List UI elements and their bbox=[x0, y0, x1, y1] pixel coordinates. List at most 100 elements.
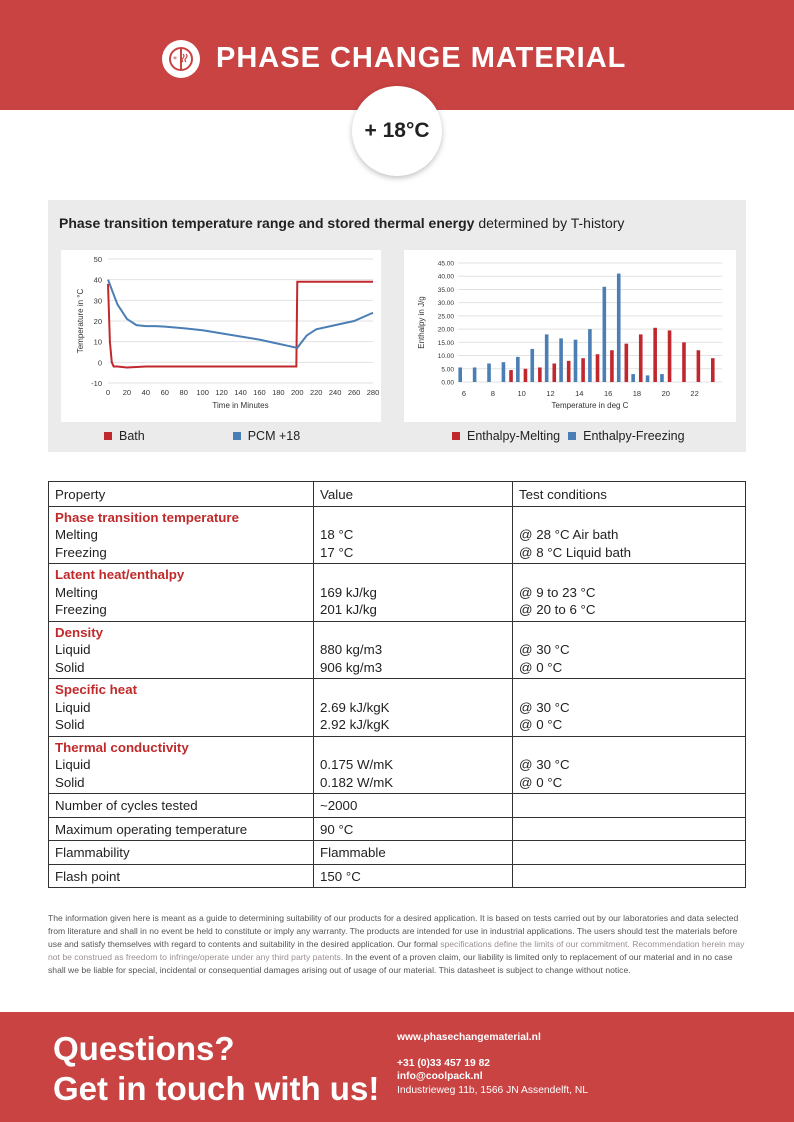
bar-enthalpy-freezing bbox=[530, 348, 535, 382]
legend-label-pcm: PCM +18 bbox=[247, 429, 301, 443]
website-link[interactable]: www.phasechangematerial.nl bbox=[397, 1032, 541, 1043]
y-axis-label: Enthalpy in J/g bbox=[417, 296, 426, 348]
temperature-badge: + 18°C bbox=[352, 86, 442, 176]
x-tick-label: 0 bbox=[106, 388, 110, 397]
phone-number[interactable]: +31 (0)33 457 19 82 bbox=[397, 1058, 491, 1069]
x-axis-label: Time in Minutes bbox=[212, 401, 268, 410]
x-tick-label: 20 bbox=[662, 389, 670, 398]
row-value: Flammable bbox=[313, 840, 513, 865]
bar-enthalpy-melting bbox=[682, 342, 686, 382]
y-tick-label: 10.00 bbox=[438, 353, 455, 360]
enthalpy-chart: 0.00 5.00 10.00 15.00 20.00 25.00 30.00 35.00 40… bbox=[404, 250, 736, 422]
value-cell: 880 kg/m3 906 kg/m3 bbox=[313, 620, 513, 679]
x-tick-label: 260 bbox=[348, 388, 361, 397]
header-test-conditions: Test conditions bbox=[512, 481, 746, 507]
table-body: Phase transition temperature Melting Fre… bbox=[48, 505, 746, 888]
x-tick-label: 80 bbox=[180, 388, 188, 397]
row-label: Maximum operating temperature bbox=[48, 816, 314, 841]
legend-label-freezing: Enthalpy-Freezing bbox=[583, 429, 685, 443]
y-tick-label: 30 bbox=[94, 296, 102, 305]
logo-icon: * bbox=[162, 40, 200, 78]
legend-left: Bath PCM +18 bbox=[104, 429, 308, 443]
y-tick-label: 20.00 bbox=[438, 327, 455, 334]
bar-enthalpy-freezing bbox=[645, 375, 650, 382]
row-label: Liquid bbox=[55, 642, 91, 657]
conditions-cell: @ 9 to 23 °C @ 20 to 6 °C bbox=[512, 563, 746, 622]
header-property: Property bbox=[48, 481, 314, 507]
bar-enthalpy-melting bbox=[595, 354, 600, 382]
bar-enthalpy-freezing bbox=[544, 334, 549, 382]
property-cell: Specific heat Liquid Solid bbox=[48, 678, 314, 737]
disclaimer-text: The information given here is meant as a… bbox=[48, 912, 748, 977]
row-value: ~2000 bbox=[313, 793, 513, 818]
conditions-cell: @ 30 °C @ 0 °C bbox=[512, 620, 746, 679]
bar-enthalpy-freezing bbox=[487, 363, 491, 382]
y-tick-label: 5.00 bbox=[441, 366, 454, 373]
y-tick-label: 40 bbox=[94, 276, 102, 285]
bar-enthalpy-melting bbox=[711, 358, 715, 382]
bar-enthalpy-melting bbox=[653, 327, 657, 382]
bar-enthalpy-freezing bbox=[516, 356, 520, 382]
y-tick-label: 0.00 bbox=[441, 380, 454, 387]
x-tick-label: 18 bbox=[633, 389, 641, 398]
y-tick-label: 20 bbox=[94, 317, 102, 326]
row-condition: @ 28 °C Air bath bbox=[519, 527, 619, 542]
row-value: 2.69 kJ/kgK bbox=[320, 699, 390, 715]
bar-enthalpy-freezing bbox=[616, 273, 621, 382]
disclaimer-part-1: The information given here is meant as a… bbox=[48, 913, 739, 950]
bar-enthalpy-melting bbox=[667, 330, 672, 382]
bar-enthalpy-melting bbox=[552, 363, 557, 382]
x-tick-label: 60 bbox=[161, 388, 169, 397]
y-tick-label: 40.00 bbox=[438, 274, 455, 281]
table-row: Phase transition temperature Melting Fre… bbox=[48, 505, 746, 564]
row-condition bbox=[512, 793, 746, 818]
bar-enthalpy-melting bbox=[566, 360, 571, 382]
x-tick-label: 220 bbox=[310, 388, 323, 397]
y-axis-label: Temperature in °C bbox=[76, 289, 85, 354]
chart-panel: Phase transition temperature range and s… bbox=[48, 200, 746, 452]
legend-swatch-pcm bbox=[232, 432, 241, 440]
email-link[interactable]: info@coolpack.nl bbox=[397, 1071, 483, 1082]
x-tick-label: 140 bbox=[234, 388, 247, 397]
footer-contact: www.phasechangematerial.nl +31 (0)33 457… bbox=[397, 1032, 588, 1099]
series-line-pcm-18 bbox=[107, 279, 374, 349]
x-axis-label: Temperature in deg C bbox=[552, 401, 629, 410]
row-condition: @ 30 °C bbox=[519, 699, 570, 715]
row-label: Solid bbox=[55, 774, 85, 790]
legend-right: Enthalpy-Melting Enthalpy-Freezing bbox=[452, 429, 693, 443]
bar-enthalpy-freezing bbox=[588, 329, 592, 382]
bar-enthalpy-melting bbox=[581, 358, 585, 382]
table-row: Latent heat/enthalpy Melting Freezing 16… bbox=[48, 563, 746, 622]
conditions-cell: @ 30 °C @ 0 °C bbox=[512, 735, 746, 794]
row-condition: @ 0 °C bbox=[519, 659, 563, 675]
x-tick-label: 280 bbox=[367, 388, 380, 397]
y-tick-label: 30.00 bbox=[438, 300, 455, 307]
bar-enthalpy-freezing bbox=[501, 362, 506, 382]
table-row: Maximum operating temperature 90 °C bbox=[48, 816, 746, 841]
x-tick-label: 240 bbox=[329, 388, 342, 397]
bar-enthalpy-melting bbox=[538, 367, 542, 382]
property-cell: Phase transition temperature Melting Fre… bbox=[48, 505, 314, 564]
disclaimer-part-3: In the event of a proven claim, our liab… bbox=[48, 952, 733, 976]
bar-enthalpy-freezing bbox=[472, 367, 477, 382]
enthalpy-chart-svg: 0.00 5.00 10.00 15.00 20.00 25.00 30.00 35.00 40… bbox=[417, 261, 722, 410]
bar-enthalpy-melting bbox=[523, 368, 528, 382]
row-label: Flash point bbox=[48, 863, 314, 888]
bar-enthalpy-freezing bbox=[602, 286, 607, 382]
address: Industrieweg 11b, 1566 JN Assendelft, NL bbox=[397, 1085, 588, 1096]
table-row: Specific heat Liquid Solid 2.69 kJ/kgK 2… bbox=[48, 678, 746, 737]
row-label: Solid bbox=[55, 659, 85, 675]
row-condition bbox=[512, 816, 746, 841]
row-label: Freezing bbox=[55, 602, 107, 617]
row-label: Liquid bbox=[55, 757, 91, 772]
x-tick-label: 6 bbox=[462, 389, 466, 398]
row-condition: @ 0 °C bbox=[519, 774, 563, 790]
chart-heading-bold: Phase transition temperature range and s… bbox=[59, 215, 475, 231]
row-condition bbox=[512, 840, 746, 865]
y-tick-label: 35.00 bbox=[438, 287, 455, 294]
y-tick-label: 15.00 bbox=[438, 340, 455, 347]
row-label: Freezing bbox=[55, 544, 107, 560]
legend-label-melting: Enthalpy-Melting bbox=[467, 429, 561, 443]
x-tick-label: 200 bbox=[291, 388, 304, 397]
table-row: Flash point 150 °C bbox=[48, 863, 746, 888]
